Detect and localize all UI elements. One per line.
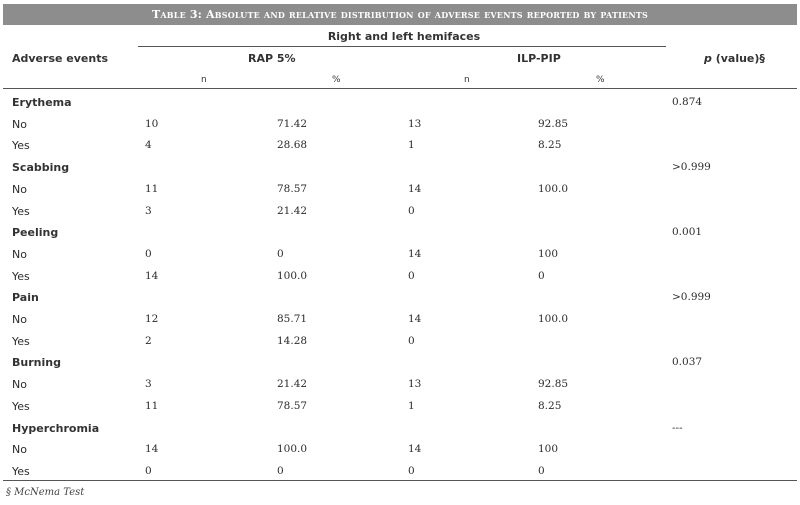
row-label: Yes bbox=[12, 335, 30, 348]
rap-n: 11 bbox=[145, 183, 159, 195]
rap-pct: 21.42 bbox=[277, 378, 308, 390]
table-bottom-rule bbox=[3, 480, 797, 481]
sub-n-ilp: n bbox=[464, 75, 470, 85]
rap-n: 14 bbox=[145, 443, 159, 455]
sub-pct-rap: % bbox=[332, 75, 341, 85]
ilp-pct: 0 bbox=[538, 465, 545, 477]
group-header-rule bbox=[138, 46, 666, 47]
rap-n: 0 bbox=[145, 465, 152, 477]
rap-pct: 78.57 bbox=[277, 400, 308, 412]
row-label: Yes bbox=[12, 400, 30, 413]
ilp-n: 1 bbox=[408, 139, 415, 151]
ilp-pct: 0 bbox=[538, 270, 545, 282]
rap-n: 0 bbox=[145, 248, 152, 260]
rap-pct: 0 bbox=[277, 465, 284, 477]
col-rap: RAP 5% bbox=[248, 52, 296, 65]
rap-n: 4 bbox=[145, 139, 152, 151]
rap-n: 3 bbox=[145, 205, 152, 217]
ilp-pct: 100 bbox=[538, 248, 559, 260]
rap-pct: 14.28 bbox=[277, 335, 308, 347]
category-label: Peeling bbox=[12, 226, 59, 239]
ilp-n: 13 bbox=[408, 118, 422, 130]
ilp-n: 14 bbox=[408, 248, 422, 260]
ilp-n: 0 bbox=[408, 335, 415, 347]
ilp-n: 0 bbox=[408, 465, 415, 477]
p-letter: p bbox=[704, 52, 712, 65]
table-title: Table 3: Absolute and relative distribut… bbox=[3, 4, 797, 25]
row-label: Yes bbox=[12, 205, 30, 218]
header-bottom-rule bbox=[3, 88, 797, 89]
ilp-n: 1 bbox=[408, 400, 415, 412]
row-label: No bbox=[12, 313, 27, 326]
ilp-n: 14 bbox=[408, 183, 422, 195]
ilp-pct: 8.25 bbox=[538, 139, 562, 151]
ilp-pct: 100 bbox=[538, 443, 559, 455]
p-value-rest: (value)§ bbox=[711, 52, 765, 65]
row-label: No bbox=[12, 183, 27, 196]
row-label: Yes bbox=[12, 270, 30, 283]
rap-pct: 100.0 bbox=[277, 270, 308, 282]
col-adverse-events: Adverse events bbox=[12, 52, 109, 65]
row-label: No bbox=[12, 378, 27, 391]
rap-n: 11 bbox=[145, 400, 159, 412]
group-header: Right and left hemifaces bbox=[327, 30, 481, 43]
rap-pct: 28.68 bbox=[277, 139, 308, 151]
category-label: Scabbing bbox=[12, 161, 70, 174]
ilp-pct: 8.25 bbox=[538, 400, 562, 412]
rap-n: 10 bbox=[145, 118, 159, 130]
rap-pct: 85.71 bbox=[277, 313, 308, 325]
category-label: Hyperchromia bbox=[12, 422, 100, 435]
ilp-pct: 92.85 bbox=[538, 118, 569, 130]
sub-n-rap: n bbox=[201, 75, 207, 85]
ilp-n: 0 bbox=[408, 205, 415, 217]
p-value: >0.999 bbox=[672, 161, 711, 173]
rap-pct: 0 bbox=[277, 248, 284, 260]
row-label: Yes bbox=[12, 139, 30, 152]
p-value: 0.001 bbox=[672, 226, 703, 238]
col-p-value: p (value)§ bbox=[704, 52, 765, 65]
ilp-n: 14 bbox=[408, 313, 422, 325]
rap-pct: 78.57 bbox=[277, 183, 308, 195]
p-value: --- bbox=[672, 422, 683, 434]
col-ilp-pip: ILP-PIP bbox=[517, 52, 561, 65]
rap-pct: 100.0 bbox=[277, 443, 308, 455]
row-label: No bbox=[12, 118, 27, 131]
row-label: No bbox=[12, 443, 27, 456]
category-label: Erythema bbox=[12, 96, 72, 109]
rap-n: 2 bbox=[145, 335, 152, 347]
ilp-n: 13 bbox=[408, 378, 422, 390]
rap-n: 12 bbox=[145, 313, 159, 325]
p-value: 0.037 bbox=[672, 356, 703, 368]
rap-pct: 71.42 bbox=[277, 118, 308, 130]
ilp-pct: 92.85 bbox=[538, 378, 569, 390]
rap-n: 14 bbox=[145, 270, 159, 282]
ilp-n: 14 bbox=[408, 443, 422, 455]
p-value: >0.999 bbox=[672, 291, 711, 303]
category-label: Pain bbox=[12, 291, 39, 304]
sub-pct-ilp: % bbox=[596, 75, 605, 85]
rap-pct: 21.42 bbox=[277, 205, 308, 217]
ilp-n: 0 bbox=[408, 270, 415, 282]
category-label: Burning bbox=[12, 356, 61, 369]
rap-n: 3 bbox=[145, 378, 152, 390]
row-label: Yes bbox=[12, 465, 30, 478]
ilp-pct: 100.0 bbox=[538, 183, 569, 195]
p-value: 0.874 bbox=[672, 96, 703, 108]
ilp-pct: 100.0 bbox=[538, 313, 569, 325]
row-label: No bbox=[12, 248, 27, 261]
footnote: § McNema Test bbox=[6, 487, 85, 498]
